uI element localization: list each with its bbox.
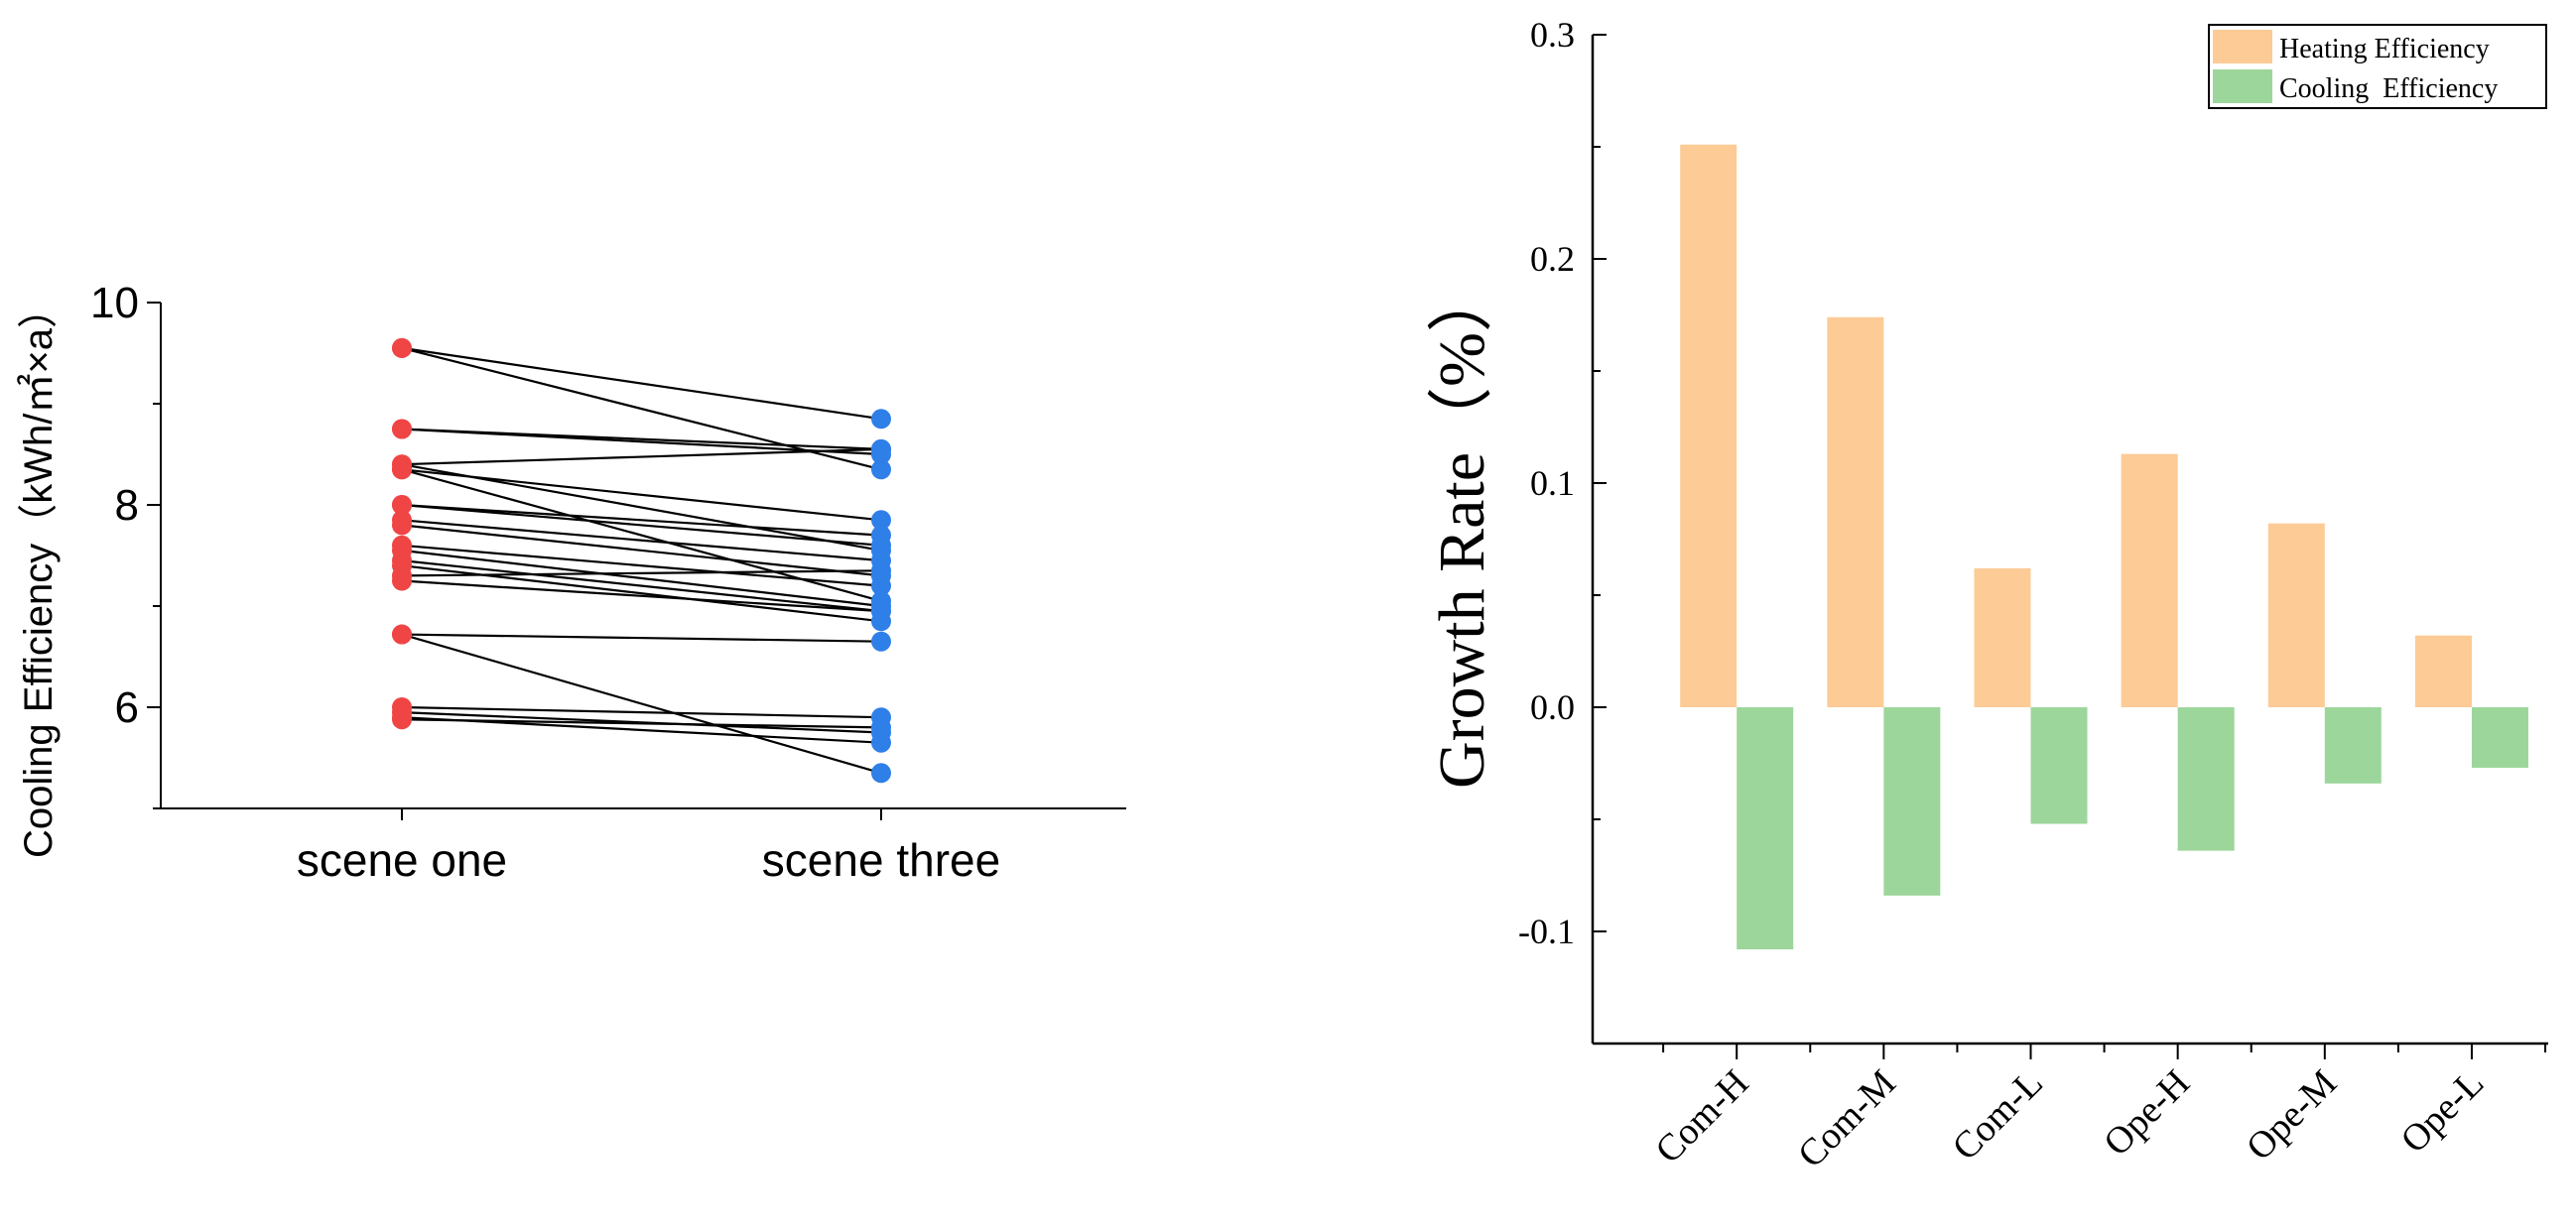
- pair-line: [401, 633, 882, 643]
- x-tick-label-com-l: Com-L: [1945, 1062, 2051, 1169]
- right-y-tick-label: 0.2: [1530, 239, 1575, 279]
- point-scene-one: [392, 419, 412, 439]
- bar-cooling-ope-l: [2471, 707, 2528, 769]
- right-y-tick-label: 0.0: [1530, 687, 1575, 727]
- pair-line: [401, 633, 882, 775]
- point-scene-three: [871, 535, 891, 555]
- left-y-axis-title: Cooling Efficiency（kWh/㎡×a）: [17, 289, 61, 858]
- x-tick-label-com-h: Com-H: [1647, 1062, 1756, 1171]
- right-axes: -0.1 0.0 0.1 0.2 0.3: [1518, 15, 2548, 1059]
- x-tick-label-com-m: Com-M: [1790, 1062, 1904, 1176]
- pair-line: [401, 468, 882, 522]
- bar-cooling-ope-m: [2324, 707, 2382, 784]
- data-points: [392, 337, 891, 784]
- point-scene-three: [871, 601, 891, 622]
- pair-line: [401, 346, 882, 421]
- point-scene-one: [392, 624, 412, 645]
- point-scene-one: [392, 709, 412, 730]
- pair-line: [401, 519, 882, 562]
- point-scene-three: [871, 560, 891, 581]
- bar-cooling-ope-h: [2177, 707, 2235, 851]
- bar-heating-ope-m: [2267, 523, 2325, 707]
- left-axes: 6 8 10: [90, 279, 1126, 820]
- point-scene-one: [392, 515, 412, 536]
- point-scene-three: [871, 763, 891, 784]
- bar-cooling-com-l: [2030, 707, 2088, 824]
- left-y-tick-label: 10: [90, 279, 139, 327]
- point-scene-three: [871, 717, 891, 738]
- cooling-efficiency-slope-chart: 6 8 10 Cooling Efficiency（kWh/㎡×a） scene o…: [17, 279, 1126, 886]
- point-scene-one: [392, 337, 412, 358]
- bar-heating-com-h: [1680, 144, 1738, 708]
- category-labels: Com-H Com-M Com-L Ope-H Ope-M Ope-L: [1647, 1062, 2492, 1176]
- bar-cooling-com-h: [1737, 707, 1794, 950]
- point-scene-one: [392, 459, 412, 480]
- right-y-tick-label: -0.1: [1518, 912, 1575, 951]
- legend-label-heating: Heating Efficiency: [2279, 34, 2490, 64]
- right-y-tick-label: 0.1: [1530, 463, 1575, 503]
- pair-line: [401, 503, 882, 547]
- point-scene-three: [871, 438, 891, 459]
- legend-swatch-cooling: [2213, 69, 2272, 103]
- point-scene-three: [871, 631, 891, 652]
- legend: Heating Efficiency Cooling Efficiency: [2208, 24, 2547, 109]
- x-tick-label-scene-three: scene three: [762, 834, 1000, 886]
- pair-line: [401, 468, 882, 602]
- point-scene-one: [392, 570, 412, 591]
- left-y-tick-label: 6: [115, 683, 139, 732]
- bar-heating-ope-h: [2121, 453, 2178, 707]
- bar-heating-com-m: [1827, 316, 1884, 707]
- point-scene-three: [871, 510, 891, 531]
- pair-line: [401, 559, 882, 613]
- pair-line: [401, 579, 882, 613]
- bar-heating-com-l: [1974, 567, 2031, 707]
- pair-line: [401, 718, 882, 729]
- pair-line: [401, 544, 882, 587]
- point-scene-three: [871, 732, 891, 753]
- left-y-tick-label: 8: [115, 481, 139, 530]
- point-scene-one: [392, 495, 412, 515]
- x-tick-label-scene-one: scene one: [297, 834, 507, 886]
- pair-line: [401, 549, 882, 608]
- bar-cooling-com-m: [1883, 707, 1941, 896]
- x-tick-label-ope-l: Ope-L: [2392, 1062, 2492, 1162]
- right-y-axis-title: Growth Rate（%）: [1426, 267, 1498, 789]
- bar-heating-ope-l: [2414, 635, 2472, 707]
- growth-rate-bar-chart: -0.10.00.10.20.3 Growth Rate（%） Com-H Com…: [1426, 15, 2548, 1175]
- pair-lines: [401, 346, 882, 775]
- bars: [1680, 144, 2528, 950]
- legend-label-cooling: Cooling Efficiency: [2279, 73, 2498, 104]
- x-tick-label-ope-h: Ope-H: [2096, 1062, 2198, 1165]
- pair-line: [401, 524, 882, 577]
- pair-line: [401, 447, 882, 466]
- pair-line: [401, 503, 882, 537]
- left-labels: Cooling Efficiency（kWh/㎡×a） scene one sc…: [17, 289, 1000, 886]
- pair-line: [401, 705, 882, 719]
- pair-line: [401, 569, 882, 577]
- point-scene-three: [871, 575, 891, 596]
- legend-swatch-heating: [2213, 30, 2272, 63]
- right-y-tick-label: 0.3: [1530, 15, 1575, 55]
- point-scene-three: [871, 409, 891, 430]
- point-scene-three: [871, 459, 891, 480]
- x-tick-label-ope-m: Ope-M: [2239, 1062, 2345, 1169]
- pair-line: [401, 428, 882, 456]
